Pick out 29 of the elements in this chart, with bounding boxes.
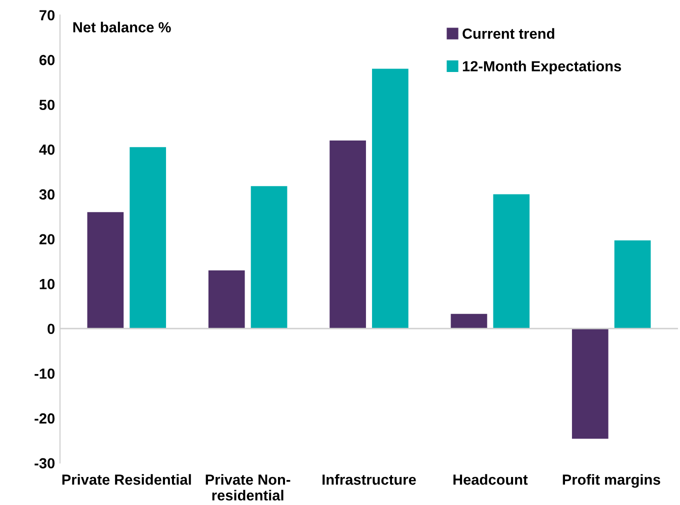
bar bbox=[493, 194, 530, 329]
bar bbox=[250, 186, 288, 329]
bar bbox=[614, 240, 651, 329]
x-tick-label: Profit margins bbox=[562, 474, 660, 488]
bar bbox=[330, 140, 366, 329]
y-tick-label: 20 bbox=[39, 234, 55, 244]
y-tick-label: -30 bbox=[34, 458, 55, 468]
bar bbox=[572, 328, 608, 439]
x-tick-label: Infrastructure bbox=[322, 474, 416, 485]
x-tick-label: Private Non- residential bbox=[206, 474, 290, 501]
y-tick-label: 40 bbox=[39, 144, 55, 155]
y-tick-label: 60 bbox=[39, 54, 55, 66]
y-tick-label: -10 bbox=[34, 368, 55, 379]
y-tick-label: 50 bbox=[39, 100, 55, 110]
y-tick-label: 70 bbox=[40, 10, 55, 20]
x-tick-label: Headcount bbox=[453, 474, 528, 485]
legend-label: Current trend bbox=[462, 28, 554, 39]
legend-label: 12-Month Expectations bbox=[462, 60, 622, 74]
bar bbox=[130, 147, 166, 329]
y-tick-label: -20 bbox=[34, 413, 55, 424]
y-tick-label: 30 bbox=[39, 189, 55, 200]
bar bbox=[87, 212, 124, 329]
y-axis-title: Net balance % bbox=[73, 22, 171, 32]
bar bbox=[208, 270, 245, 329]
x-tick-label: Private Residential bbox=[62, 474, 191, 485]
bar bbox=[372, 68, 408, 329]
y-tick-label: 0 bbox=[48, 324, 55, 334]
y-tick-label: 10 bbox=[40, 278, 55, 290]
bar bbox=[450, 314, 488, 329]
